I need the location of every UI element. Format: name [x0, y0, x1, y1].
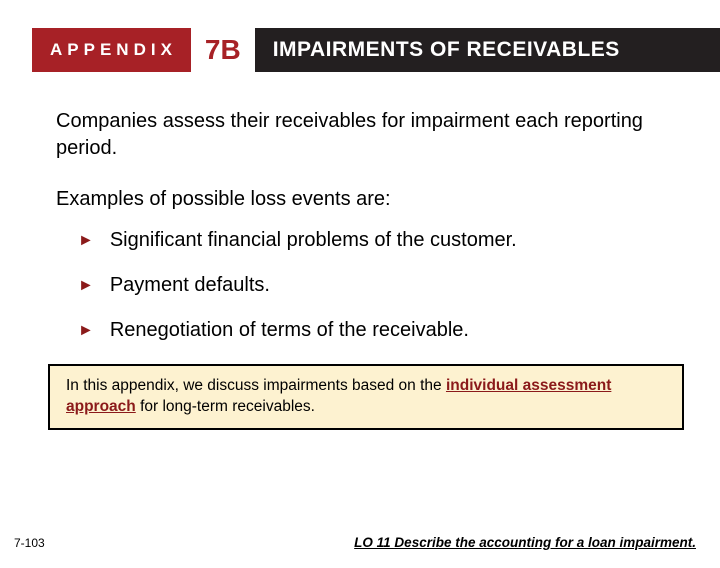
note-suffix: for long-term receivables. [136, 398, 315, 415]
list-item: ► Renegotiation of terms of the receivab… [78, 319, 664, 342]
list-item: ► Payment defaults. [78, 274, 664, 297]
bullet-icon: ► [78, 277, 94, 295]
page-number: 7-103 [14, 536, 45, 550]
slide-body: Companies assess their receivables for i… [0, 72, 720, 342]
list-item-text: Payment defaults. [110, 274, 270, 297]
chapter-number: 7B [191, 28, 255, 72]
appendix-label: APPENDIX [32, 28, 191, 72]
list-item-text: Significant financial problems of the cu… [110, 229, 517, 252]
bullet-icon: ► [78, 322, 94, 340]
intro-text: Companies assess their receivables for i… [56, 108, 664, 162]
examples-label: Examples of possible loss events are: [56, 188, 664, 211]
list-item-text: Renegotiation of terms of the receivable… [110, 319, 469, 342]
bullet-icon: ► [78, 232, 94, 250]
learning-objective: LO 11 Describe the accounting for a loan… [354, 535, 696, 550]
list-item: ► Significant financial problems of the … [78, 229, 664, 252]
note-prefix: In this appendix, we discuss impairments… [66, 377, 446, 394]
slide-header: APPENDIX 7B IMPAIRMENTS OF RECEIVABLES [32, 28, 720, 72]
note-box: In this appendix, we discuss impairments… [48, 364, 684, 430]
bullet-list: ► Significant financial problems of the … [56, 229, 664, 342]
slide-title: IMPAIRMENTS OF RECEIVABLES [255, 28, 720, 72]
